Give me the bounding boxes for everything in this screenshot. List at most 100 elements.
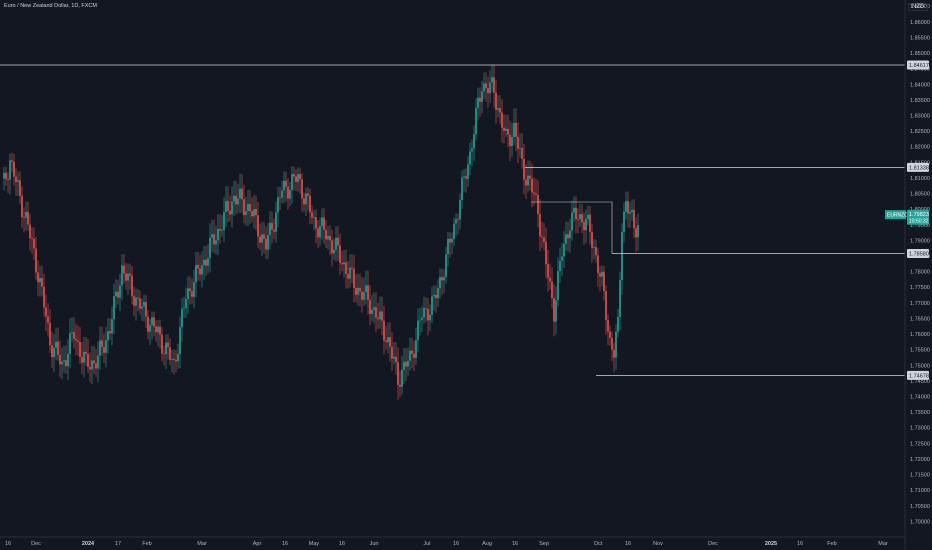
candle-body [83,351,85,363]
candle-body [637,225,639,238]
y-tick-label: 1.76500 [910,316,930,322]
candle-body [219,228,221,231]
candle-body [477,97,479,108]
candle-body [511,136,513,147]
candle-body [19,180,21,196]
candle-body [387,337,389,343]
candle-body [419,319,421,321]
currency-label[interactable]: NZD [908,3,929,11]
candle-body [217,228,219,241]
candle-body [397,361,399,385]
x-tick-label: 17 [115,541,121,547]
candle-body [473,134,475,149]
candle-body [297,174,299,182]
candle-body [85,351,87,354]
candle-body [177,354,179,362]
candle-body [437,288,439,299]
candle-body [93,360,95,364]
candle-body [209,237,211,259]
candle-body [11,160,13,162]
candle-body [31,238,33,240]
candle-body [421,317,423,320]
candle-body [611,337,613,350]
price-axis[interactable]: 1.86500 1.86000 1.85500 1.85000 1.84500 1.840… [910,4,930,525]
candle-body [281,190,283,198]
symbol-title[interactable]: Euro / New Zealand Dollar, 1D, FXCM [4,3,97,9]
candle-body [301,179,303,199]
candle-body [125,273,127,281]
x-tick-label: 16 [5,541,11,547]
candle-body [273,229,275,232]
candle-body [225,201,227,213]
y-tick-label: 1.75000 [910,363,930,369]
y-tick-label: 1.84000 [910,82,930,88]
candle-body [445,254,447,278]
candle-body [149,325,151,332]
level-label: 1.74678 [909,374,929,380]
horizontal-levels [0,64,905,376]
candle-body [623,211,625,232]
candle-body [255,208,257,216]
candle-body [199,268,201,275]
candle-body [565,234,567,244]
y-tick-label: 1.77000 [910,301,930,307]
candle-body [161,334,163,354]
candle-body [197,264,199,269]
candle-body [25,211,27,218]
level-label-bg [907,249,929,259]
candle-body [43,286,45,308]
candle-body [307,193,309,196]
candle-body [555,300,557,322]
candle-body [541,236,543,238]
candle-body [619,279,621,317]
candle-body [551,281,553,299]
candle-body [593,247,595,248]
x-tick-label: Mar [878,541,888,547]
candle-body [191,291,193,297]
candle-body [267,235,269,250]
candle-body [315,217,317,229]
time-axis[interactable]: 16 Dec 2024 17 Feb Mar Apr 16 May 16 Jun Jul 16 Aug 16… [5,541,888,547]
candle-body [77,340,79,343]
y-tick-label: 1.83000 [910,114,930,120]
candle-body [331,240,333,254]
candle-body [571,212,573,231]
candle-body [133,296,135,306]
candle-body [503,127,505,131]
candle-body [615,331,617,358]
y-tick-label: 1.85500 [910,35,930,41]
candle-body [207,258,209,266]
candle-body [239,188,241,199]
candle-body [35,248,37,273]
candle-body [37,272,39,283]
candle-body [341,263,343,265]
candle-body [633,209,635,229]
candle-body [213,234,215,245]
candle-body [205,259,207,266]
candle-body [589,214,591,233]
candle-body [467,164,469,179]
candle-body [365,285,367,293]
candle-body [351,267,353,269]
candle-body [537,194,539,215]
candle-body [211,234,213,238]
candle-body [575,207,577,220]
candle-body [381,311,383,321]
candle-body [495,92,497,110]
candle-body [33,238,35,249]
level-label-bg [907,370,929,380]
candle-body [505,128,507,131]
candle-body [617,316,619,332]
candle-body [317,228,319,238]
candle-body [155,326,157,333]
candle-body [355,288,357,295]
candle-body [185,299,187,308]
candle-body [373,307,375,310]
candle-body [203,259,205,266]
candle-body [129,273,131,276]
candle-body [229,210,231,215]
candle-body [119,285,121,298]
x-tick-label: May [309,541,320,547]
y-tick-label: 1.72000 [910,457,930,463]
